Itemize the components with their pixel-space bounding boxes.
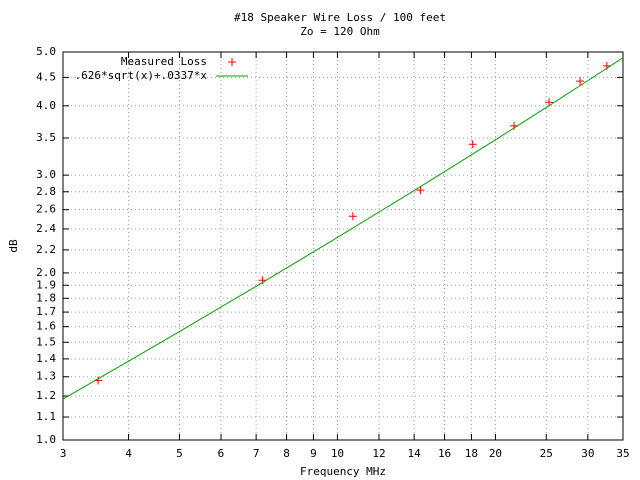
legend-label: .626*sqrt(x)+.0337*x xyxy=(75,69,208,82)
y-axis-label: dB xyxy=(7,239,20,253)
y-tick-label: 1.1 xyxy=(36,410,56,423)
x-axis-label: Frequency MHz xyxy=(300,465,386,478)
y-tick-label: 2.0 xyxy=(36,266,56,279)
marker xyxy=(468,140,477,149)
y-tick-label: 1.4 xyxy=(36,352,56,365)
x-tick-label: 25 xyxy=(540,447,553,460)
marker xyxy=(416,186,425,195)
x-tick-label: 6 xyxy=(218,447,225,460)
y-tick-label: 1.2 xyxy=(36,389,56,402)
y-tick-label: 2.4 xyxy=(36,222,56,235)
y-tick-label: 3.5 xyxy=(36,131,56,144)
x-tick-label: 35 xyxy=(616,447,629,460)
y-tick-label: 1.7 xyxy=(36,305,56,318)
x-tick-label: 20 xyxy=(489,447,502,460)
x-tick-label: 5 xyxy=(176,447,183,460)
y-tick-label: 1.5 xyxy=(36,335,56,348)
y-tick-label: 1.8 xyxy=(36,291,56,304)
y-tick-label: 2.2 xyxy=(36,243,56,256)
x-tick-label: 16 xyxy=(438,447,451,460)
y-tick-label: 4.5 xyxy=(36,70,56,83)
chart-subtitle: Zo = 120 Ohm xyxy=(300,25,380,38)
marker xyxy=(576,77,585,86)
x-tick-label: 18 xyxy=(465,447,478,460)
y-tick-label: 1.6 xyxy=(36,320,56,333)
y-tick-label: 1.9 xyxy=(36,278,56,291)
marker xyxy=(545,98,554,107)
x-tick-label: 30 xyxy=(581,447,594,460)
y-tick-label: 2.8 xyxy=(36,185,56,198)
legend-label: Measured Loss xyxy=(121,55,207,68)
marker xyxy=(348,212,357,221)
y-tick-label: 1.3 xyxy=(36,370,56,383)
legend-marker xyxy=(228,58,236,66)
x-tick-label: 7 xyxy=(253,447,260,460)
x-tick-label: 3 xyxy=(60,447,67,460)
x-tick-label: 10 xyxy=(331,447,344,460)
y-tick-label: 3.0 xyxy=(36,168,56,181)
x-tick-label: 14 xyxy=(408,447,422,460)
y-tick-label: 5.0 xyxy=(36,45,56,58)
y-tick-label: 1.0 xyxy=(36,433,56,446)
x-tick-label: 12 xyxy=(372,447,385,460)
y-tick-label: 2.6 xyxy=(36,203,56,216)
fit-line xyxy=(62,57,624,400)
x-tick-label: 4 xyxy=(125,447,132,460)
x-tick-label: 8 xyxy=(283,447,290,460)
y-tick-label: 4.0 xyxy=(36,99,56,112)
x-tick-label: 9 xyxy=(310,447,317,460)
plot-frame xyxy=(62,51,624,441)
chart-title: #18 Speaker Wire Loss / 100 feet xyxy=(234,11,446,24)
